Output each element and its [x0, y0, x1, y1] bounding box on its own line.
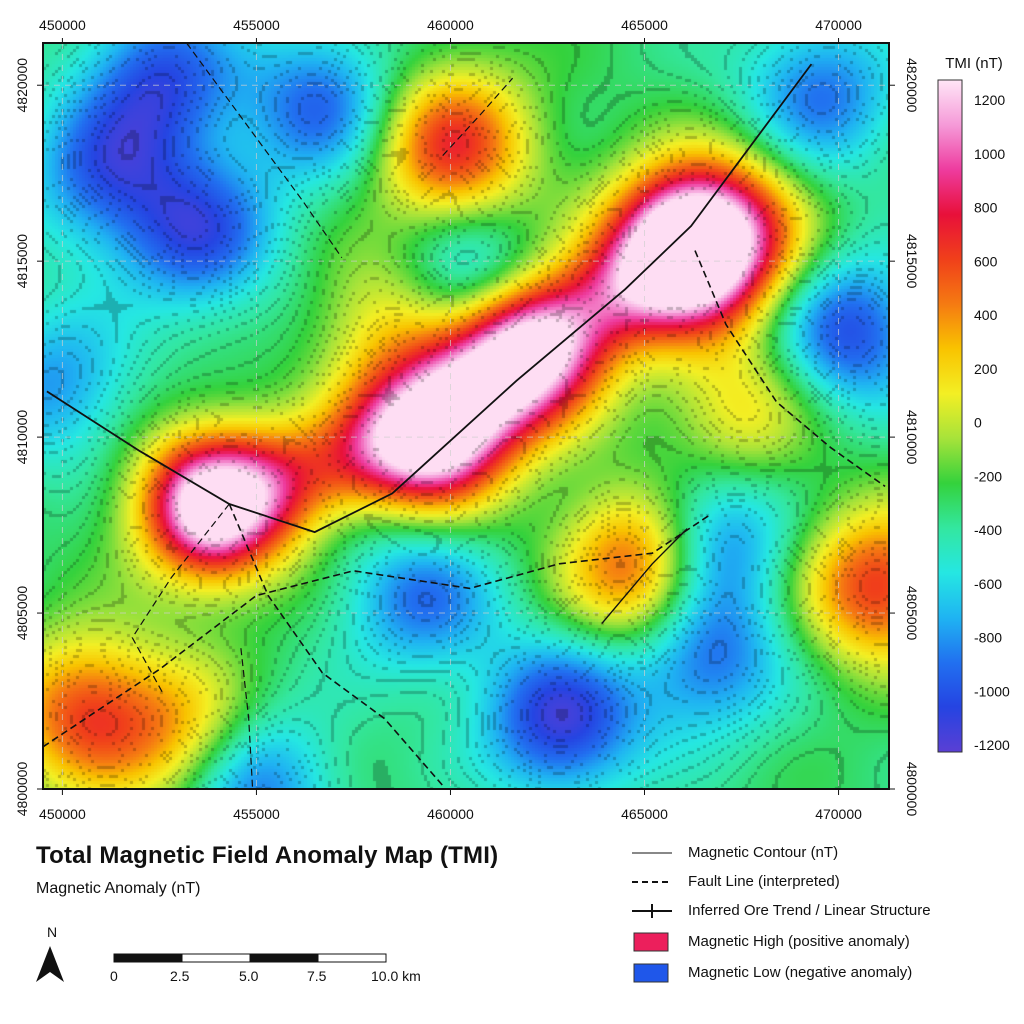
colorbar-tick-label: -400: [974, 522, 1002, 538]
scale-bar: 0 2.5 5.0 7.5 10.0 km: [110, 952, 442, 992]
contour-line-icon: [630, 843, 674, 863]
colorbar: TMI (nT) 1200 1000 800 600 400 200 0 -200 -400 -6…: [937, 55, 1010, 753]
north-arrow-icon: [36, 946, 64, 982]
easting-tick-label-top: 450000: [39, 17, 86, 33]
scale-label: 10.0 km: [371, 968, 421, 984]
legend-label: Inferred Ore Trend / Linear Structure: [688, 902, 931, 919]
fault-line: [43, 513, 711, 748]
northing-tick-label-left: 4805000: [14, 586, 30, 641]
northing-tick-label-left: 4800000: [14, 762, 30, 817]
colorbar-tick-label: 1200: [974, 92, 1005, 108]
northing-tick-label-right: 4815000: [904, 234, 920, 289]
coordinate-grid: [43, 43, 889, 789]
map-title: Total Magnetic Field Anomaly Map (TMI): [36, 842, 499, 869]
fault-line: [228, 503, 444, 787]
ore-trend-line: [46, 63, 813, 534]
colorbar-tick-label: 400: [974, 307, 998, 323]
colorbar-tick-label: 0: [974, 415, 982, 431]
legend-item-contour: Magnetic Contour (nT): [630, 842, 838, 864]
legend-label: Fault Line (interpreted): [688, 873, 840, 890]
easting-tick-label-bottom: 465000: [621, 806, 668, 822]
fault-line-icon: [630, 872, 674, 892]
scale-bar-graphic: [113, 953, 387, 963]
colorbar-tick-label: -1200: [974, 737, 1010, 753]
scale-label: 2.5: [170, 968, 190, 984]
easting-tick-label-bottom: 470000: [815, 806, 862, 822]
colorbar-tick-label: 200: [974, 361, 998, 377]
map-frame: [42, 42, 890, 790]
colorbar-ticks: 1200 1000 800 600 400 200 0 -200 -400 -600 -800 -10…: [974, 92, 1010, 753]
colorbar-tick-label: -800: [974, 630, 1002, 646]
northing-tick-label-left: 4815000: [14, 234, 30, 289]
easting-tick-label-bottom: 450000: [39, 806, 86, 822]
northing-tick-label-right: 4805000: [904, 586, 920, 641]
north-arrow: N: [32, 924, 72, 986]
fault-line: [442, 77, 514, 157]
ore-trend-icon: [630, 901, 674, 921]
northing-tick-label-right: 4820000: [904, 58, 920, 113]
northing-tick-label-right: 4810000: [904, 410, 920, 465]
fault-line: [694, 250, 886, 488]
magnetic-high-swatch: [630, 932, 674, 952]
magnetic-low-swatch: [630, 963, 674, 983]
scale-label: 5.0: [239, 968, 259, 984]
legend-item-magnetic-low: Magnetic Low (negative anomaly): [630, 962, 912, 984]
colorbar-title: TMI (nT): [945, 55, 1003, 72]
coordinate-ticks: 450000 450000 455000 455000 460000 460000 4650…: [14, 17, 920, 822]
easting-tick-label-top: 465000: [621, 17, 668, 33]
colorbar-tick-label: -600: [974, 576, 1002, 592]
colorbar-ramp: [937, 79, 963, 753]
ore-trend-line: [601, 528, 688, 625]
fault-lines: [43, 43, 886, 789]
northing-tick-label-right: 4800000: [904, 762, 920, 817]
legend-item-trend: Inferred Ore Trend / Linear Structure: [630, 900, 931, 922]
colorbar-tick-label: -1000: [974, 683, 1010, 699]
easting-tick-label-bottom: 455000: [233, 806, 280, 822]
easting-tick-label-top: 460000: [427, 17, 474, 33]
colorbar-tick-label: 1000: [974, 146, 1005, 162]
northing-tick-label-left: 4810000: [14, 410, 30, 465]
northing-tick-label-left: 4820000: [14, 58, 30, 113]
scale-label: 7.5: [307, 968, 327, 984]
easting-tick-label-bottom: 460000: [427, 806, 474, 822]
fault-line: [240, 648, 254, 789]
legend-label: Magnetic High (positive anomaly): [688, 933, 910, 950]
legend-label: Magnetic Contour (nT): [688, 844, 839, 861]
legend-item-magnetic-high: Magnetic High (positive anomaly): [630, 931, 910, 953]
easting-tick-label-top: 470000: [815, 17, 862, 33]
easting-tick-label-top: 455000: [233, 17, 280, 33]
legend-item-fault: Fault Line (interpreted): [630, 871, 840, 893]
colorbar-tick-label: -200: [974, 468, 1002, 484]
legend-label: Magnetic Low (negative anomaly): [688, 964, 913, 981]
anomaly-map: [43, 43, 889, 789]
fault-line: [131, 503, 230, 695]
anomaly-raster: [43, 43, 889, 789]
colorbar-tick-label: 800: [974, 200, 998, 216]
scale-label: 0: [110, 968, 118, 984]
anomaly-raster-container: [43, 43, 889, 789]
colorbar-tick-label: 600: [974, 253, 998, 269]
north-label: N: [46, 924, 58, 940]
map-subtitle: Magnetic Anomaly (nT): [36, 880, 201, 897]
